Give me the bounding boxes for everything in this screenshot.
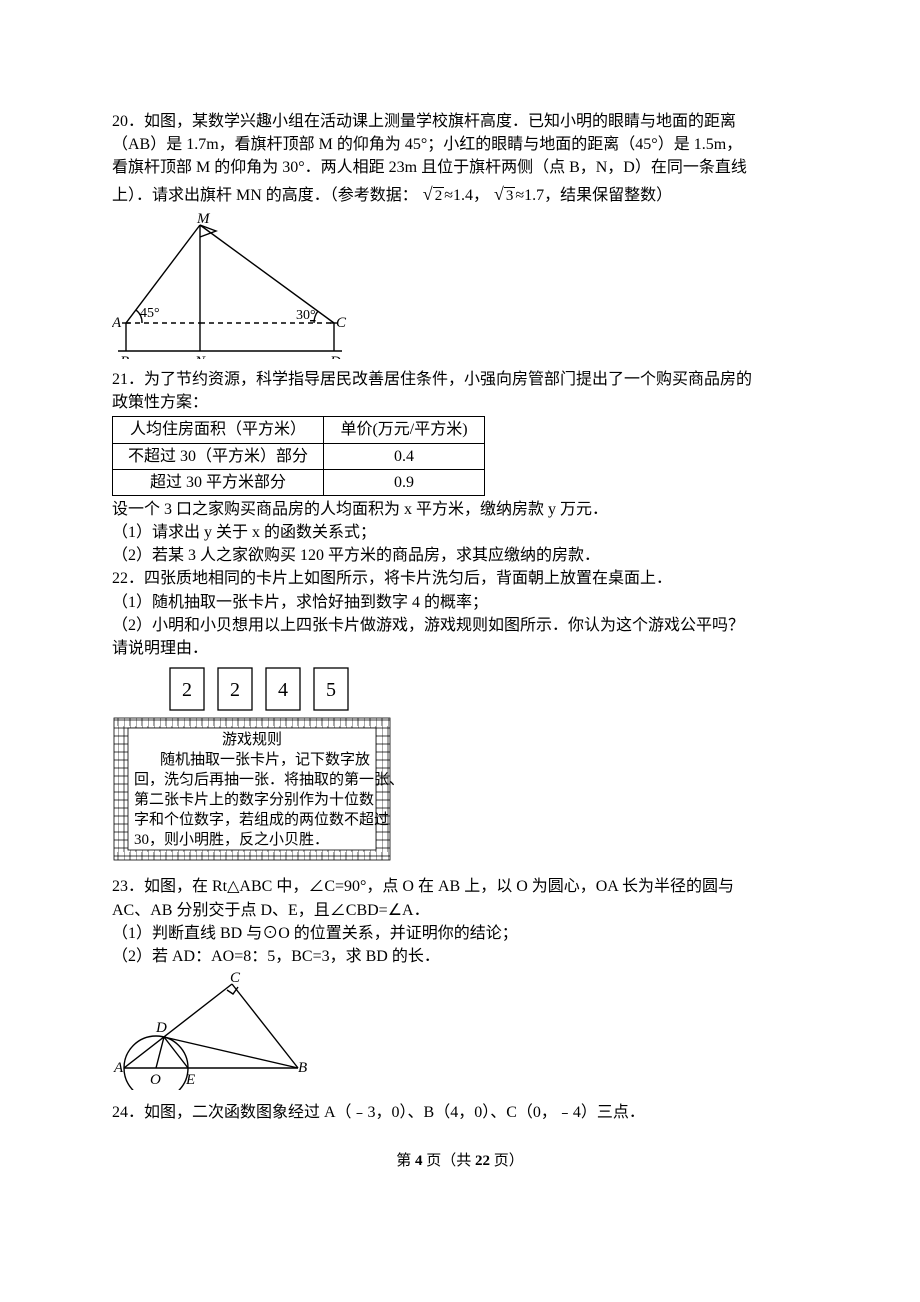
exam-page: 20．如图，某数学兴趣小组在活动课上测量学校旗杆高度．已知小明的眼睛与地面的距离… <box>0 0 920 1202</box>
sqrt3: √3≈1.7，结果保留整数） <box>493 180 672 207</box>
footer-post: 页） <box>490 1153 524 1169</box>
rules-l1: 随机抽取一张卡片，记下数字放 <box>160 751 370 768</box>
label-M: M <box>196 211 211 227</box>
card-2: 4 <box>278 679 288 701</box>
rules-l3: 第二张卡片上的数字分别作为十位数 <box>134 790 374 808</box>
q20-figure: M A C B N D 45° 30° <box>112 211 348 359</box>
table-row: 超过 30 平方米部分 0.9 <box>113 469 485 495</box>
q22-line3: （2）小明和小贝想用以上四张卡片做游戏，游戏规则如图所示．你认为这个游戏公平吗？ <box>112 614 808 637</box>
rules-title: 游戏规则 <box>222 731 282 748</box>
lbl-C: C <box>230 972 241 986</box>
label-A: A <box>112 315 122 331</box>
lbl-B: B <box>298 1060 307 1076</box>
q21-line2: 政策性方案： <box>112 391 808 414</box>
td: 0.9 <box>324 469 485 495</box>
table-row: 人均住房面积（平方米） 单价(万元/平方米) <box>113 417 485 443</box>
q22-line1: 22．四张质地相同的卡片上如图所示，将卡片洗匀后，背面朝上放置在桌面上． <box>112 567 808 590</box>
q21-line5: （2）若某 3 人之家欲购买 120 平方米的商品房，求其应缴纳的房款． <box>112 544 808 567</box>
q21-line4: （1）请求出 y 关于 x 的函数关系式； <box>112 521 808 544</box>
footer-total: 22 <box>475 1153 490 1169</box>
lbl-A: A <box>113 1060 124 1076</box>
label-N: N <box>194 354 206 359</box>
label-D: D <box>329 354 341 359</box>
q23-line2: AC、AB 分别交于点 D、E，且∠CBD=∠A． <box>112 899 808 922</box>
label-30: 30° <box>296 308 316 323</box>
rules-l2: 回，洗匀后再抽一张．将抽取的第一张、 <box>134 770 402 788</box>
q23-line1: 23．如图，在 Rt△ABC 中，∠C=90°，点 O 在 AB 上，以 O 为… <box>112 875 808 898</box>
th-price: 单价(万元/平方米) <box>324 417 485 443</box>
q21-line3: 设一个 3 口之家购买商品房的人均面积为 x 平方米，缴纳房款 y 万元． <box>112 498 808 521</box>
q22-line4: 请说明理由． <box>112 637 808 660</box>
q23-figure: A O E B D C <box>112 972 322 1090</box>
rules-l5: 30，则小明胜，反之小贝胜． <box>134 831 329 848</box>
card-1: 2 <box>230 679 240 701</box>
label-45: 45° <box>140 306 160 321</box>
footer-mid: 页（共 <box>422 1153 475 1169</box>
th-area: 人均住房面积（平方米） <box>113 417 324 443</box>
q20-line2: （AB）是 1.7m，看旗杆顶部 M 的仰角为 45°；小红的眼睛与地面的距离（… <box>112 133 808 156</box>
label-B: B <box>120 354 129 359</box>
td: 不超过 30（平方米）部分 <box>113 443 324 469</box>
footer-pre: 第 <box>396 1153 415 1169</box>
pricing-table: 人均住房面积（平方米） 单价(万元/平方米) 不超过 30（平方米）部分 0.4… <box>112 416 485 496</box>
td: 0.4 <box>324 443 485 469</box>
q20-line1: 20．如图，某数学兴趣小组在活动课上测量学校旗杆高度．已知小明的眼睛与地面的距离 <box>112 110 808 133</box>
lbl-O: O <box>150 1072 161 1088</box>
q20-line4: 上）．请求出旗杆 MN 的高度．（参考数据： √2≈1.4， √3≈1.7，结果… <box>112 180 808 207</box>
lbl-E: E <box>185 1072 195 1088</box>
table-row: 不超过 30（平方米）部分 0.4 <box>113 443 485 469</box>
card-0: 2 <box>182 679 192 701</box>
td: 超过 30 平方米部分 <box>113 469 324 495</box>
q20-line4-pre: 上）．请求出旗杆 MN 的高度．（参考数据： <box>112 187 418 204</box>
q23-line3: （1）判断直线 BD 与⊙O 的位置关系，并证明你的结论； <box>112 922 808 945</box>
sqrt2: √2≈1.4， <box>422 180 489 207</box>
q22-line2: （1）随机抽取一张卡片，求恰好抽到数字 4 的概率； <box>112 591 808 614</box>
lbl-D: D <box>155 1020 167 1036</box>
q21-line1: 21．为了节约资源，科学指导居民改善居住条件，小强向房管部门提出了一个购买商品房… <box>112 368 808 391</box>
label-C: C <box>336 315 347 331</box>
rules-l4: 字和个位数字，若组成的两位数不超过 <box>134 811 389 828</box>
q22-figure: 2 2 4 5 游戏规则 随机抽取一张卡片，记下数字放 回，洗匀后再抽一张．将抽… <box>112 664 402 864</box>
q24-line1: 24．如图，二次函数图象经过 A（﹣3，0）、B（4，0）、C（0，﹣4）三点． <box>112 1101 808 1124</box>
q23-line4: （2）若 AD：AO=8：5，BC=3，求 BD 的长． <box>112 945 808 968</box>
page-footer: 第 4 页（共 22 页） <box>112 1151 808 1173</box>
q20-line3: 看旗杆顶部 M 的仰角为 30°．两人相距 23m 且位于旗杆两侧（点 B，N，… <box>112 156 808 179</box>
card-3: 5 <box>326 679 336 701</box>
